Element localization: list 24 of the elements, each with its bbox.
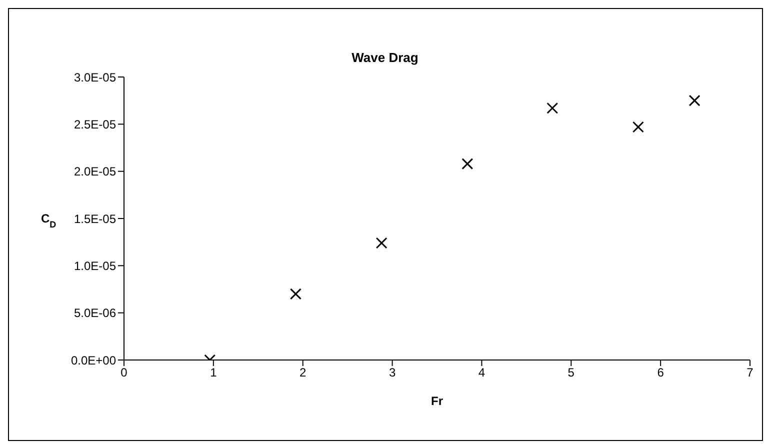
x-tick-label: 6 bbox=[657, 366, 664, 380]
x-tick-label: 4 bbox=[478, 366, 486, 380]
point bbox=[688, 94, 700, 106]
y-tick-label: 5.0E-06 bbox=[74, 306, 116, 320]
x-tick-label: 2 bbox=[300, 366, 307, 380]
point bbox=[290, 288, 302, 300]
y-tick-label: 2.0E-05 bbox=[74, 164, 116, 179]
y-tick-label: 0.0E+00 bbox=[70, 353, 116, 368]
point bbox=[462, 158, 474, 170]
point bbox=[546, 102, 558, 114]
chart-title: Wave Drag bbox=[352, 50, 418, 65]
x-axis-title: Fr bbox=[431, 394, 444, 408]
x-tick-label: 7 bbox=[746, 366, 754, 380]
x-tick-label: 3 bbox=[388, 366, 396, 380]
y-tick-label: 3.0E-05 bbox=[74, 70, 116, 84]
y-tick-label: 1.0E-05 bbox=[74, 258, 116, 273]
x-tick-label: 0 bbox=[120, 366, 128, 380]
x-tick-label: 5 bbox=[568, 366, 575, 380]
y-tick-label: 1.5E-05 bbox=[74, 212, 116, 226]
y-tick-label: 2.5E-05 bbox=[74, 117, 116, 132]
point bbox=[632, 121, 644, 133]
y-axis-title: C$_{D}$ bbox=[41, 212, 57, 230]
x-tick-label: 1 bbox=[210, 366, 218, 380]
point bbox=[376, 237, 388, 249]
